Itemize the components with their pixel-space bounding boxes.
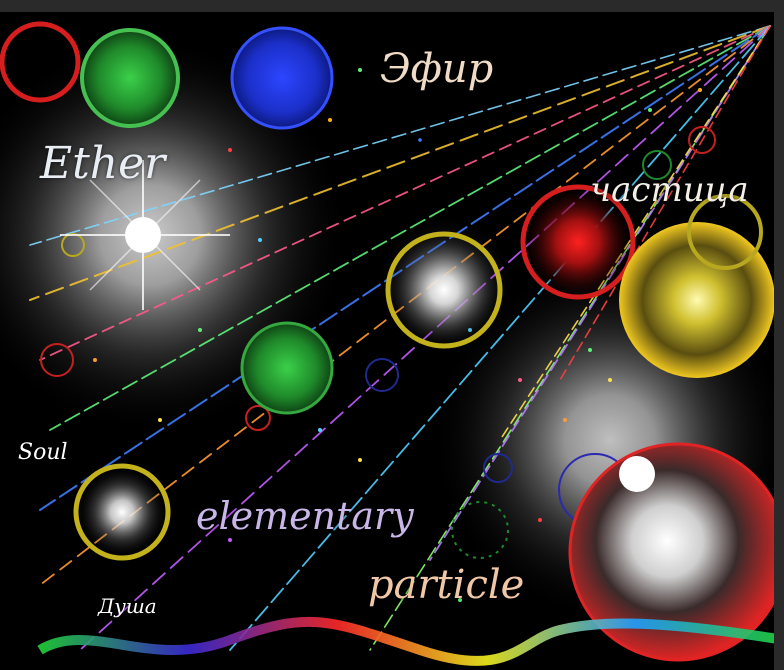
yellow-ring-small [687,194,763,270]
right-frame [774,0,784,670]
yellow-orb-large [619,222,775,378]
word-soul: Soul [18,440,68,465]
word-particle: particle [368,562,525,608]
word-chastitsa: частица [590,170,749,210]
green-orb-top [80,28,180,128]
red-orb-large [568,442,784,662]
word-ether: Ether [40,138,166,189]
sparkle-dots [93,68,702,602]
white-highlight [619,456,655,492]
top-frame [0,0,784,12]
white-orb-yellow-ring [385,231,503,349]
word-efir: Эфир [380,46,494,92]
red-orb [520,184,636,300]
blue-orb [230,26,334,130]
bright-star-left [60,160,230,310]
red-ring-top-left [0,21,81,103]
white-orb-lower-left [73,463,171,561]
light-rays [29,25,771,651]
word-elementary: elementary [196,494,414,538]
word-dusha: Душа [98,594,157,618]
rainbow-wave-bottom [37,616,784,666]
green-orb-middle [240,321,334,415]
